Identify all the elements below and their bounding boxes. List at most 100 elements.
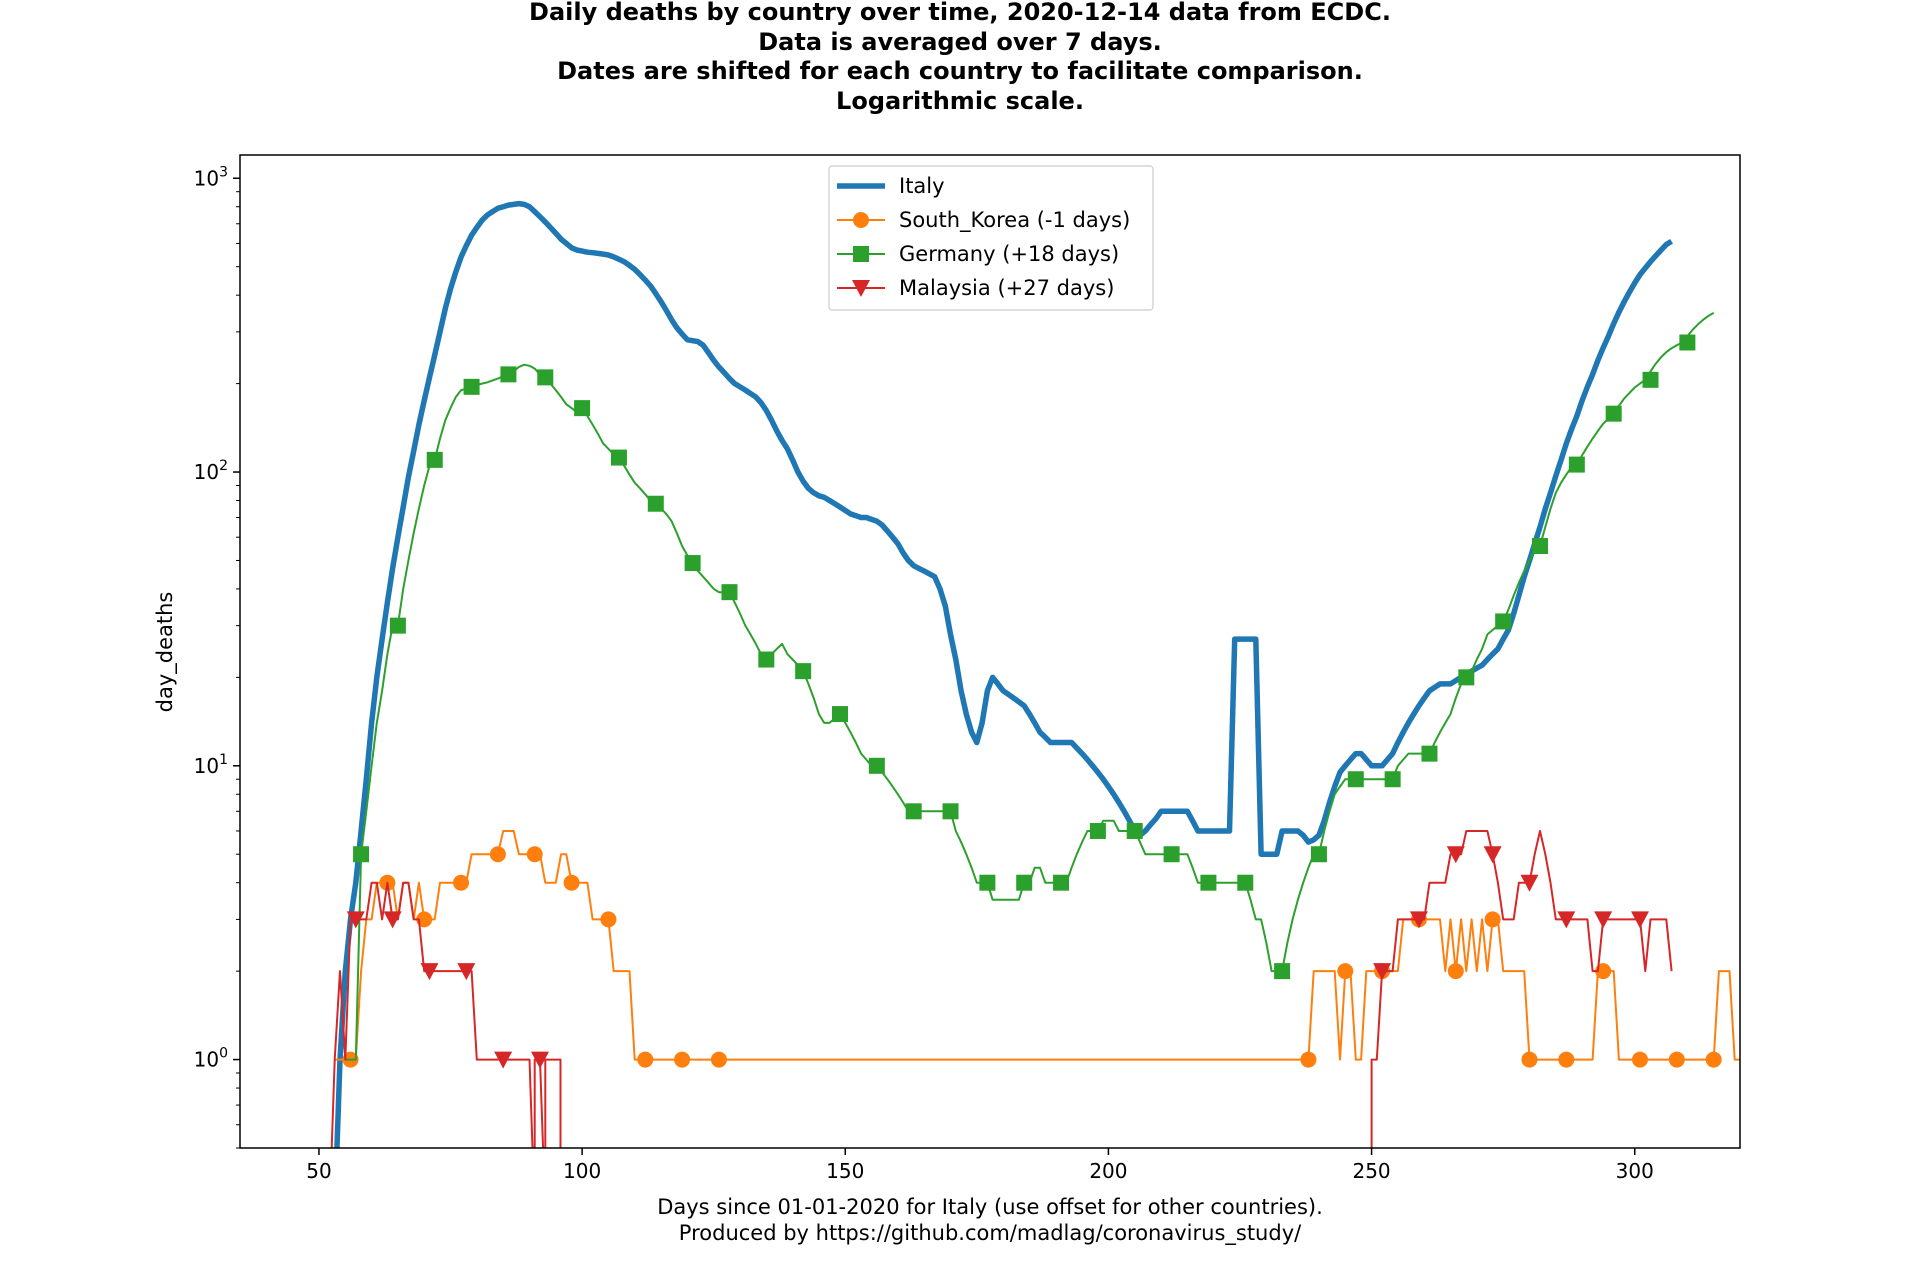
series-4-point-14 (1631, 911, 1649, 929)
series-3-point-9 (647, 495, 664, 512)
series-3-point-36 (1642, 371, 1659, 388)
y-tick-label-1: 100 (194, 1046, 228, 1072)
series-layer (330, 200, 1740, 1148)
chart-title: Daily deaths by country over time, 2020-… (529, 0, 1391, 115)
series-2-point-11 (710, 1051, 727, 1068)
series-3-point-20 (1053, 874, 1070, 891)
series-4-point-9 (1446, 846, 1465, 864)
series-4-point-12 (1557, 911, 1576, 929)
series-3-point-27 (1310, 846, 1327, 863)
legend-label-4: Malaysia (+27 days) (899, 276, 1114, 300)
legend-marker-4 (852, 280, 870, 297)
series-2-point-5 (489, 846, 506, 863)
series-3-point-12 (758, 651, 775, 668)
y-axis: 100 101 102 103 (194, 164, 240, 1149)
series-3-point-14 (832, 706, 848, 723)
x-axis-label-line-1: Days since 01-01-2020 for Italy (use off… (657, 1195, 1323, 1219)
legend-frame (828, 165, 1154, 311)
series-2-point-12 (1300, 1051, 1317, 1068)
series-3-point-31 (1458, 669, 1475, 686)
series-2-point-21 (1632, 1051, 1648, 1068)
series-2-point-17 (1484, 911, 1501, 928)
series-4-point-5 (494, 1051, 513, 1069)
y-axis-label: day_deaths (153, 592, 178, 713)
legend-label-2: South_Korea (-1 days) (899, 208, 1130, 233)
series-3-point-15 (868, 757, 885, 774)
series-2-point-23 (1705, 1051, 1722, 1068)
series-3-point-18 (979, 874, 996, 891)
series-2-point-22 (1668, 1051, 1685, 1068)
x-tick-label-300: 300 (1616, 1159, 1654, 1183)
series-3-point-8 (610, 449, 627, 466)
series-3-point-13 (795, 663, 812, 680)
series-4-point-4 (457, 963, 476, 981)
series-3-point-25 (1237, 874, 1254, 891)
series-2-point-10 (674, 1051, 691, 1068)
series-3-point-5 (500, 366, 517, 383)
y-tick-label-1000: 103 (194, 164, 228, 190)
series-line-1 (334, 200, 1674, 1148)
series-4-point-11 (1520, 874, 1539, 892)
series-3-point-1 (353, 846, 370, 863)
title-line-2: Data is averaged over 7 days. (758, 28, 1162, 56)
series-3-point-6 (537, 369, 554, 386)
legend-label-1: Italy (899, 174, 945, 198)
series-2-point-8 (600, 911, 617, 928)
series-3-point-33 (1532, 538, 1548, 555)
series-1 (334, 200, 1674, 1148)
series-3-point-35 (1605, 405, 1622, 422)
legend-label-3: Germany (+18 days) (899, 242, 1119, 266)
series-2-point-9 (637, 1051, 654, 1068)
series-3-point-26 (1274, 963, 1291, 980)
series-2-point-7 (563, 874, 580, 891)
series-2-point-6 (526, 846, 543, 863)
plot-frame (239, 154, 1741, 1149)
series-3-point-23 (1163, 846, 1180, 863)
series-3-point-34 (1568, 456, 1585, 473)
series-3-point-4 (463, 378, 480, 395)
series-3-point-3 (426, 451, 443, 468)
y-tick-label-100: 102 (194, 458, 228, 484)
series-3-point-16 (905, 803, 922, 820)
x-tick-label-200: 200 (1089, 1159, 1127, 1183)
legend-marker-2 (853, 212, 869, 228)
series-3 (345, 312, 1715, 1061)
series-4-point-6 (531, 1051, 549, 1069)
series-2-point-18 (1521, 1051, 1538, 1068)
series-3-point-22 (1126, 822, 1143, 839)
legend-marker-3 (853, 246, 869, 262)
series-4-point-7 (1373, 963, 1392, 981)
series-3-point-19 (1016, 874, 1033, 891)
series-2-point-4 (453, 874, 470, 891)
legend: Italy South_Korea (-1 days) Germany (+18 d… (828, 165, 1154, 311)
x-tick-label-150: 150 (826, 1159, 864, 1183)
series-3-point-2 (389, 617, 406, 634)
series-3-point-10 (684, 555, 701, 572)
series-4-point-1 (346, 911, 365, 929)
series-3-point-28 (1347, 771, 1364, 788)
series-3-point-29 (1384, 771, 1401, 788)
series-2-point-13 (1337, 963, 1354, 980)
series-4-point-3 (420, 963, 439, 981)
y-tick-label-10: 101 (194, 752, 228, 778)
series-3-point-24 (1200, 874, 1217, 891)
series-3-point-32 (1495, 613, 1512, 630)
series-3-point-17 (942, 803, 959, 820)
series-4-point-8 (1409, 911, 1428, 929)
x-axis: 50 100 150 200 250 300 (306, 1148, 1654, 1183)
series-2-point-19 (1558, 1051, 1575, 1068)
series-3-point-21 (1089, 822, 1106, 839)
title-line-1: Daily deaths by country over time, 2020-… (529, 0, 1391, 26)
series-2-point-16 (1447, 963, 1464, 980)
x-axis-label-line-2: Produced by https://github.com/madlag/co… (679, 1221, 1302, 1246)
title-line-3: Dates are shifted for each country to fa… (557, 57, 1363, 85)
series-4-point-10 (1483, 846, 1502, 864)
series-3-point-30 (1421, 745, 1438, 762)
x-tick-label-50: 50 (306, 1159, 331, 1183)
x-tick-label-250: 250 (1352, 1159, 1390, 1183)
title-line-4: Logarithmic scale. (836, 87, 1084, 115)
series-3-point-11 (721, 584, 738, 601)
series-3-point-7 (574, 400, 591, 417)
series-3-point-37 (1679, 334, 1696, 351)
